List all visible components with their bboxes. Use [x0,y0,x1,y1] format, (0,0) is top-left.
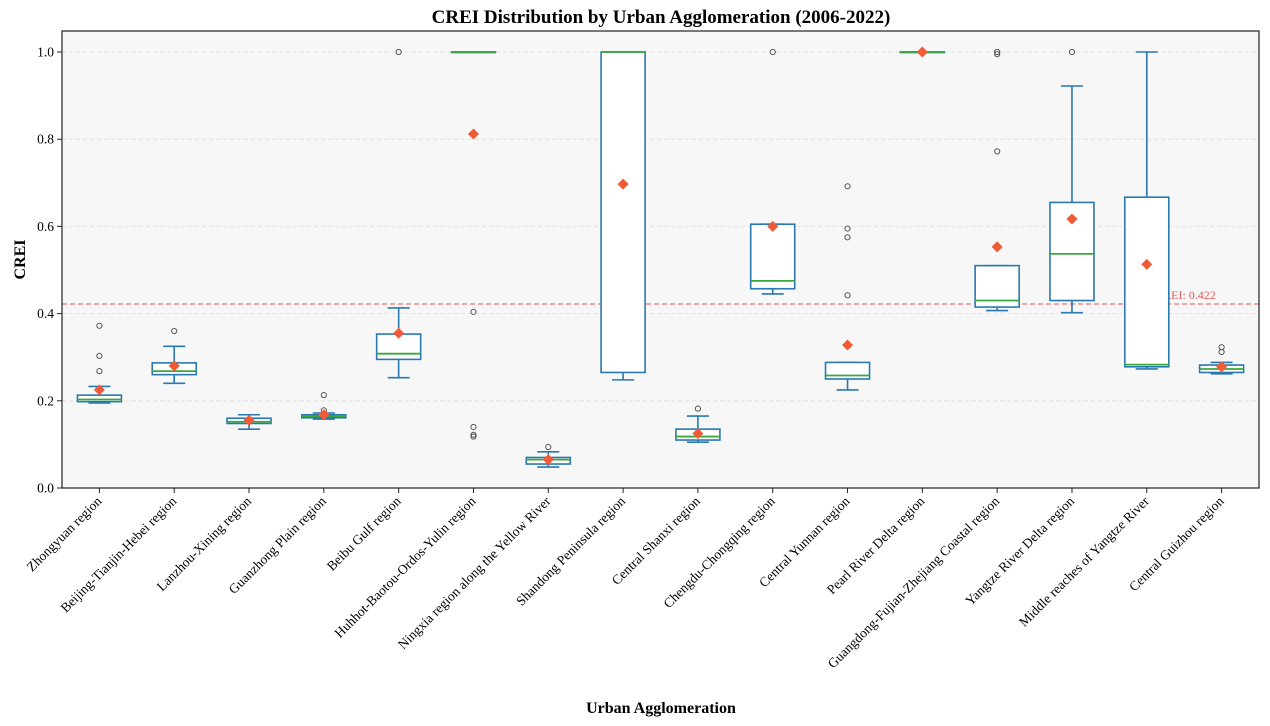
box-plot [600,51,646,381]
outlier-point [1218,344,1225,351]
box-iqr [600,51,646,374]
outlier-point [994,51,1001,58]
box-plot [450,51,497,440]
mean-marker [393,327,405,339]
mean-marker [467,128,479,140]
outlier-point [171,327,178,335]
plot-frame [61,30,1260,489]
box-plot [1049,48,1095,314]
outlier-point [844,183,851,190]
x-tick-label: Huhhot-Baotou-Ordos-Yulin region [331,493,478,640]
y-tick-label: 0.0 [37,481,54,496]
outlier-point [1068,48,1076,56]
outlier-point [545,443,552,451]
x-tick-label: Zhongyuan region [24,493,105,574]
box-plot [226,413,272,430]
y-tick-label: 0.8 [37,132,54,147]
outlier-point [844,292,851,299]
outlier-point [470,431,477,438]
outlier-point [844,234,851,241]
box-plot [76,322,123,404]
y-axis-ticks: 0.0 0.2 0.4 0.6 0.8 1.0 [37,45,62,496]
box-iqr [824,361,871,380]
outlier-point [96,368,103,375]
box-plot [749,48,796,295]
x-axis-label: Urban Agglomeration [586,700,736,717]
mean-marker [1141,258,1153,270]
mean-marker [1066,213,1078,225]
box-plot [675,405,721,444]
mean-marker [168,360,180,372]
box-plot [824,183,871,391]
box-plot [974,48,1020,312]
outlier-point [769,48,776,56]
outlier-point [96,322,103,329]
box-plot [375,48,422,379]
x-tick-label: Ningxia region along the Yellow River [395,493,554,652]
box-group [76,46,1245,468]
outlier-point [320,392,327,399]
box-plot [1123,51,1170,370]
x-tick-label: Beibu Gulf region [324,493,404,573]
x-tick-label: Middle reaches of Yangtze River [1016,493,1152,629]
box-iqr [1123,196,1170,368]
mean-marker [767,220,779,232]
box-iqr [749,223,796,290]
box-iqr [76,394,123,403]
box-plot [899,46,946,58]
mean-marker [542,454,554,466]
outlier-point [994,48,1001,56]
y-tick-label: 1.0 [37,45,54,60]
mean-marker [916,46,928,58]
mean-marker [318,409,330,421]
box-plot [1198,344,1245,375]
chart-title: CREI Distribution by Urban Agglomeration… [432,7,891,28]
mean-marker [842,339,854,351]
mean-marker [617,178,629,190]
x-tick-label: Guangdong-Fujian-Zhejiang Coastal region [825,493,1003,671]
y-tick-label: 0.4 [37,306,54,321]
y-tick-label: 0.2 [37,393,54,408]
box-plot [151,327,198,385]
mean-marker [93,384,105,396]
outlier-point [470,423,477,431]
outlier-point [994,148,1001,155]
outlier-point [694,405,702,412]
box-plot [525,443,572,468]
mean-marker [1216,361,1228,373]
mean-marker [991,241,1003,253]
mean-marker [243,414,255,426]
outlier-point [96,352,103,359]
outlier-point [470,433,477,440]
mean-marker [692,428,704,439]
outlier-point [844,225,851,232]
outlier-point [470,308,477,315]
y-axis-label: CREI [12,239,29,279]
outlier-point [395,48,402,56]
box-plot [301,392,347,421]
y-tick-label: 0.6 [37,219,54,234]
